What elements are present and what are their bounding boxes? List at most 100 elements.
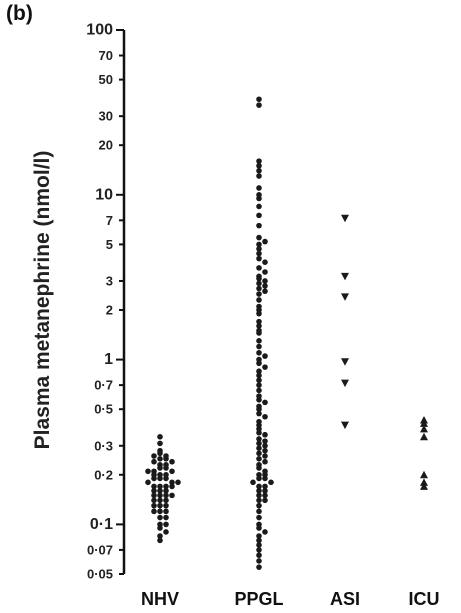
ppgl-point — [256, 450, 262, 457]
ppgl-point — [256, 445, 262, 451]
nhv-point — [169, 492, 175, 499]
category-label-asi: ASI — [330, 589, 360, 609]
asi-point — [341, 421, 349, 430]
ppgl-point — [262, 288, 268, 295]
ppgl-point — [256, 246, 262, 252]
asi-point — [341, 379, 349, 388]
ppgl-point — [262, 283, 268, 289]
ppgl-point — [256, 426, 262, 432]
nhv-point — [157, 492, 163, 499]
nhv-point — [145, 479, 151, 486]
nhv-point — [157, 434, 163, 440]
ppgl-point — [256, 436, 262, 442]
ppgl-point — [250, 479, 256, 486]
y-tick-label: 5 — [106, 237, 113, 252]
ppgl-point — [256, 280, 262, 287]
ppgl-point — [256, 291, 262, 297]
asi-point — [341, 214, 349, 223]
nhv-point — [145, 468, 151, 475]
ppgl-point — [256, 514, 262, 521]
ppgl-point — [256, 487, 262, 494]
ppgl-point — [256, 310, 262, 317]
ppgl-point — [256, 275, 262, 282]
y-tick-label: 2 — [106, 302, 113, 317]
category-label-nhv: NHV — [141, 589, 179, 609]
data-points — [145, 96, 428, 570]
nhv-point — [169, 468, 175, 475]
nhv-point — [151, 508, 157, 515]
nhv-point — [163, 508, 169, 515]
ppgl-point — [256, 162, 262, 169]
asi-point — [341, 358, 349, 366]
category-label-icu: ICU — [409, 589, 440, 609]
nhv-point — [169, 458, 175, 465]
nhv-point — [151, 502, 157, 509]
nhv-point — [157, 525, 163, 531]
ppgl-point — [256, 96, 262, 103]
icu-point — [420, 478, 428, 486]
ppgl-point — [256, 552, 262, 559]
ppgl-point — [256, 372, 262, 379]
ppgl-point — [256, 410, 262, 417]
ppgl-point — [256, 456, 262, 462]
ppgl-point — [256, 255, 262, 262]
ppgl-point — [256, 368, 262, 375]
ppgl-point — [256, 483, 262, 490]
nhv-point — [157, 533, 163, 539]
asi-point — [341, 272, 349, 281]
ppgl-point — [256, 343, 262, 350]
nhv-point — [163, 456, 169, 462]
y-tick-label: 0·1 — [90, 516, 113, 533]
ppgl-point — [262, 529, 268, 535]
nhv-point — [157, 502, 163, 509]
ppgl-point — [256, 102, 262, 108]
nhv-point — [163, 521, 169, 528]
ppgl-point — [256, 377, 262, 383]
y-tick-label: 0·05 — [87, 567, 113, 582]
ppgl-point — [262, 269, 268, 275]
ppgl-point — [262, 458, 268, 465]
nhv-point — [157, 514, 163, 521]
icu-point — [420, 432, 428, 441]
nhv-point — [157, 450, 163, 457]
y-tick-label: 0·7 — [94, 378, 113, 393]
category-labels: NHV PPGL ASI ICU — [141, 589, 440, 609]
ppgl-point — [256, 195, 262, 202]
nhv-point — [157, 537, 163, 544]
ppgl-point — [256, 475, 262, 482]
ppgl-point — [256, 497, 262, 504]
nhv-point — [163, 483, 169, 490]
ppgl-point — [262, 413, 268, 420]
ppgl-point — [256, 338, 262, 344]
ppgl-point — [262, 431, 268, 438]
ppgl-point — [262, 497, 268, 504]
nhv-point — [175, 479, 181, 486]
nhv-point — [157, 465, 163, 471]
y-tick-label: 0·2 — [94, 467, 113, 482]
icu-point — [420, 482, 428, 490]
nhv-point — [151, 497, 157, 504]
y-tick-label: 0·3 — [94, 438, 113, 453]
ppgl-point — [256, 406, 262, 413]
ppgl-point — [256, 382, 262, 388]
ppgl-point — [256, 525, 262, 531]
ppgl-point — [256, 564, 262, 570]
ppgl-point — [256, 318, 262, 325]
ppgl-point — [262, 364, 268, 370]
ppgl-point — [256, 547, 262, 553]
ppgl-point — [262, 238, 268, 245]
ppgl-point — [262, 475, 268, 482]
y-tick-label: 10 — [95, 186, 113, 203]
ppgl-point — [256, 397, 262, 403]
ppgl-point — [256, 542, 262, 548]
nhv-point — [157, 487, 163, 494]
ppgl-point — [256, 387, 262, 394]
nhv-point — [157, 440, 163, 447]
ppgl-point — [262, 492, 268, 499]
ppgl-point — [262, 453, 268, 459]
ppgl-point — [256, 167, 262, 174]
ppgl-point — [262, 447, 268, 454]
ppgl-point — [256, 330, 262, 336]
ppgl-point — [256, 323, 262, 329]
